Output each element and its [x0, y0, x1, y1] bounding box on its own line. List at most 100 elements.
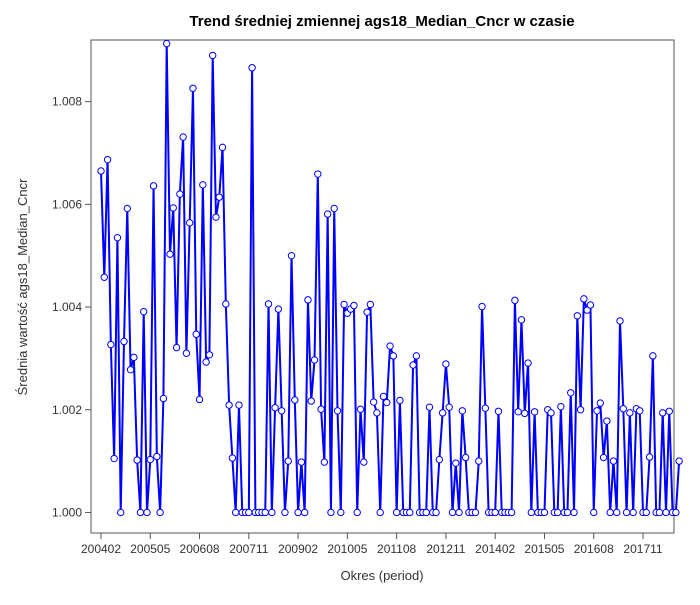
data-point [153, 452, 161, 461]
data-point [527, 508, 536, 517]
data-point [156, 508, 164, 517]
data-point [373, 409, 381, 417]
x-tick-label: 200608 [180, 542, 220, 556]
data-point [163, 39, 171, 48]
data-point [603, 417, 611, 425]
x-axis-label: Okres (period) [340, 568, 423, 583]
data-point [310, 356, 319, 364]
data-point [185, 219, 194, 227]
data-point [202, 358, 210, 366]
x-tick-label: 201711 [623, 542, 662, 556]
data-point [511, 296, 519, 305]
data-point [110, 454, 118, 463]
data-point [675, 457, 683, 465]
data-point [438, 409, 447, 417]
data-point [586, 301, 595, 309]
data-point [281, 508, 289, 517]
data-point [563, 508, 572, 517]
data-point [655, 508, 664, 517]
data-point [297, 458, 306, 466]
x-tick-label: 200902 [278, 542, 318, 556]
data-point [659, 409, 667, 417]
data-point [100, 273, 108, 281]
data-point [557, 402, 565, 411]
data-point [613, 508, 621, 517]
data-point [107, 340, 115, 349]
data-point [264, 300, 273, 308]
data-point [130, 353, 138, 362]
data-point [353, 508, 361, 517]
x-tick-label: 201211 [426, 542, 465, 556]
data-point [304, 296, 312, 304]
data-point [228, 454, 237, 462]
data-point [123, 204, 131, 213]
data-point [317, 405, 325, 413]
data-point [103, 155, 112, 164]
data-point [412, 352, 421, 360]
data-point [471, 508, 480, 517]
data-point [540, 508, 549, 517]
data-point [583, 306, 591, 314]
data-point [268, 508, 276, 517]
data-point [521, 409, 529, 418]
data-point [530, 408, 539, 416]
data-point [291, 396, 299, 404]
data-point [172, 343, 181, 352]
x-tick-label: 200711 [229, 542, 268, 556]
data-point [619, 405, 627, 413]
data-point [350, 301, 358, 310]
data-point [383, 398, 391, 407]
x-tick-label: 201402 [475, 542, 515, 556]
data-point [422, 508, 430, 517]
data-point [287, 251, 296, 260]
data-point [458, 407, 467, 415]
data-point [356, 405, 365, 413]
x-tick-label: 200402 [81, 542, 121, 556]
data-point [494, 407, 503, 415]
data-point [215, 193, 223, 201]
data-point [442, 360, 450, 368]
x-tick-label: 201005 [327, 542, 367, 556]
data-point [609, 457, 618, 465]
data-point [143, 508, 151, 517]
data-point [376, 508, 384, 517]
data-point [616, 317, 624, 325]
data-point [235, 401, 243, 409]
data-point [300, 508, 309, 517]
data-point [248, 64, 256, 72]
x-tick-label: 201505 [524, 542, 564, 556]
data-point [649, 352, 657, 360]
data-point [195, 395, 204, 404]
data-point [360, 458, 368, 466]
data-point [570, 508, 578, 517]
chart-title: Trend średniej zmiennej ags18_Median_Cnc… [189, 13, 574, 30]
data-point [176, 190, 184, 198]
data-point [425, 403, 434, 411]
data-point [524, 359, 532, 367]
data-point [573, 312, 582, 320]
data-point [622, 508, 631, 517]
data-point [271, 404, 279, 412]
x-tick-label: 201108 [377, 542, 416, 556]
data-point [136, 508, 145, 517]
data-point [435, 455, 444, 464]
data-point [314, 170, 322, 178]
data-point [192, 330, 200, 338]
data-point [386, 342, 394, 350]
data-point [327, 508, 335, 517]
data-point [481, 404, 490, 412]
data-point [225, 401, 233, 409]
data-point [133, 456, 141, 464]
data-point [218, 143, 227, 152]
data-point [452, 459, 460, 467]
data-point [113, 234, 122, 242]
x-tick-label: 200505 [130, 542, 170, 556]
data-point [455, 508, 463, 517]
data-point [182, 349, 191, 357]
data-point [626, 409, 634, 417]
data-point [662, 508, 670, 517]
data-point [642, 508, 650, 517]
data-point [212, 213, 220, 221]
